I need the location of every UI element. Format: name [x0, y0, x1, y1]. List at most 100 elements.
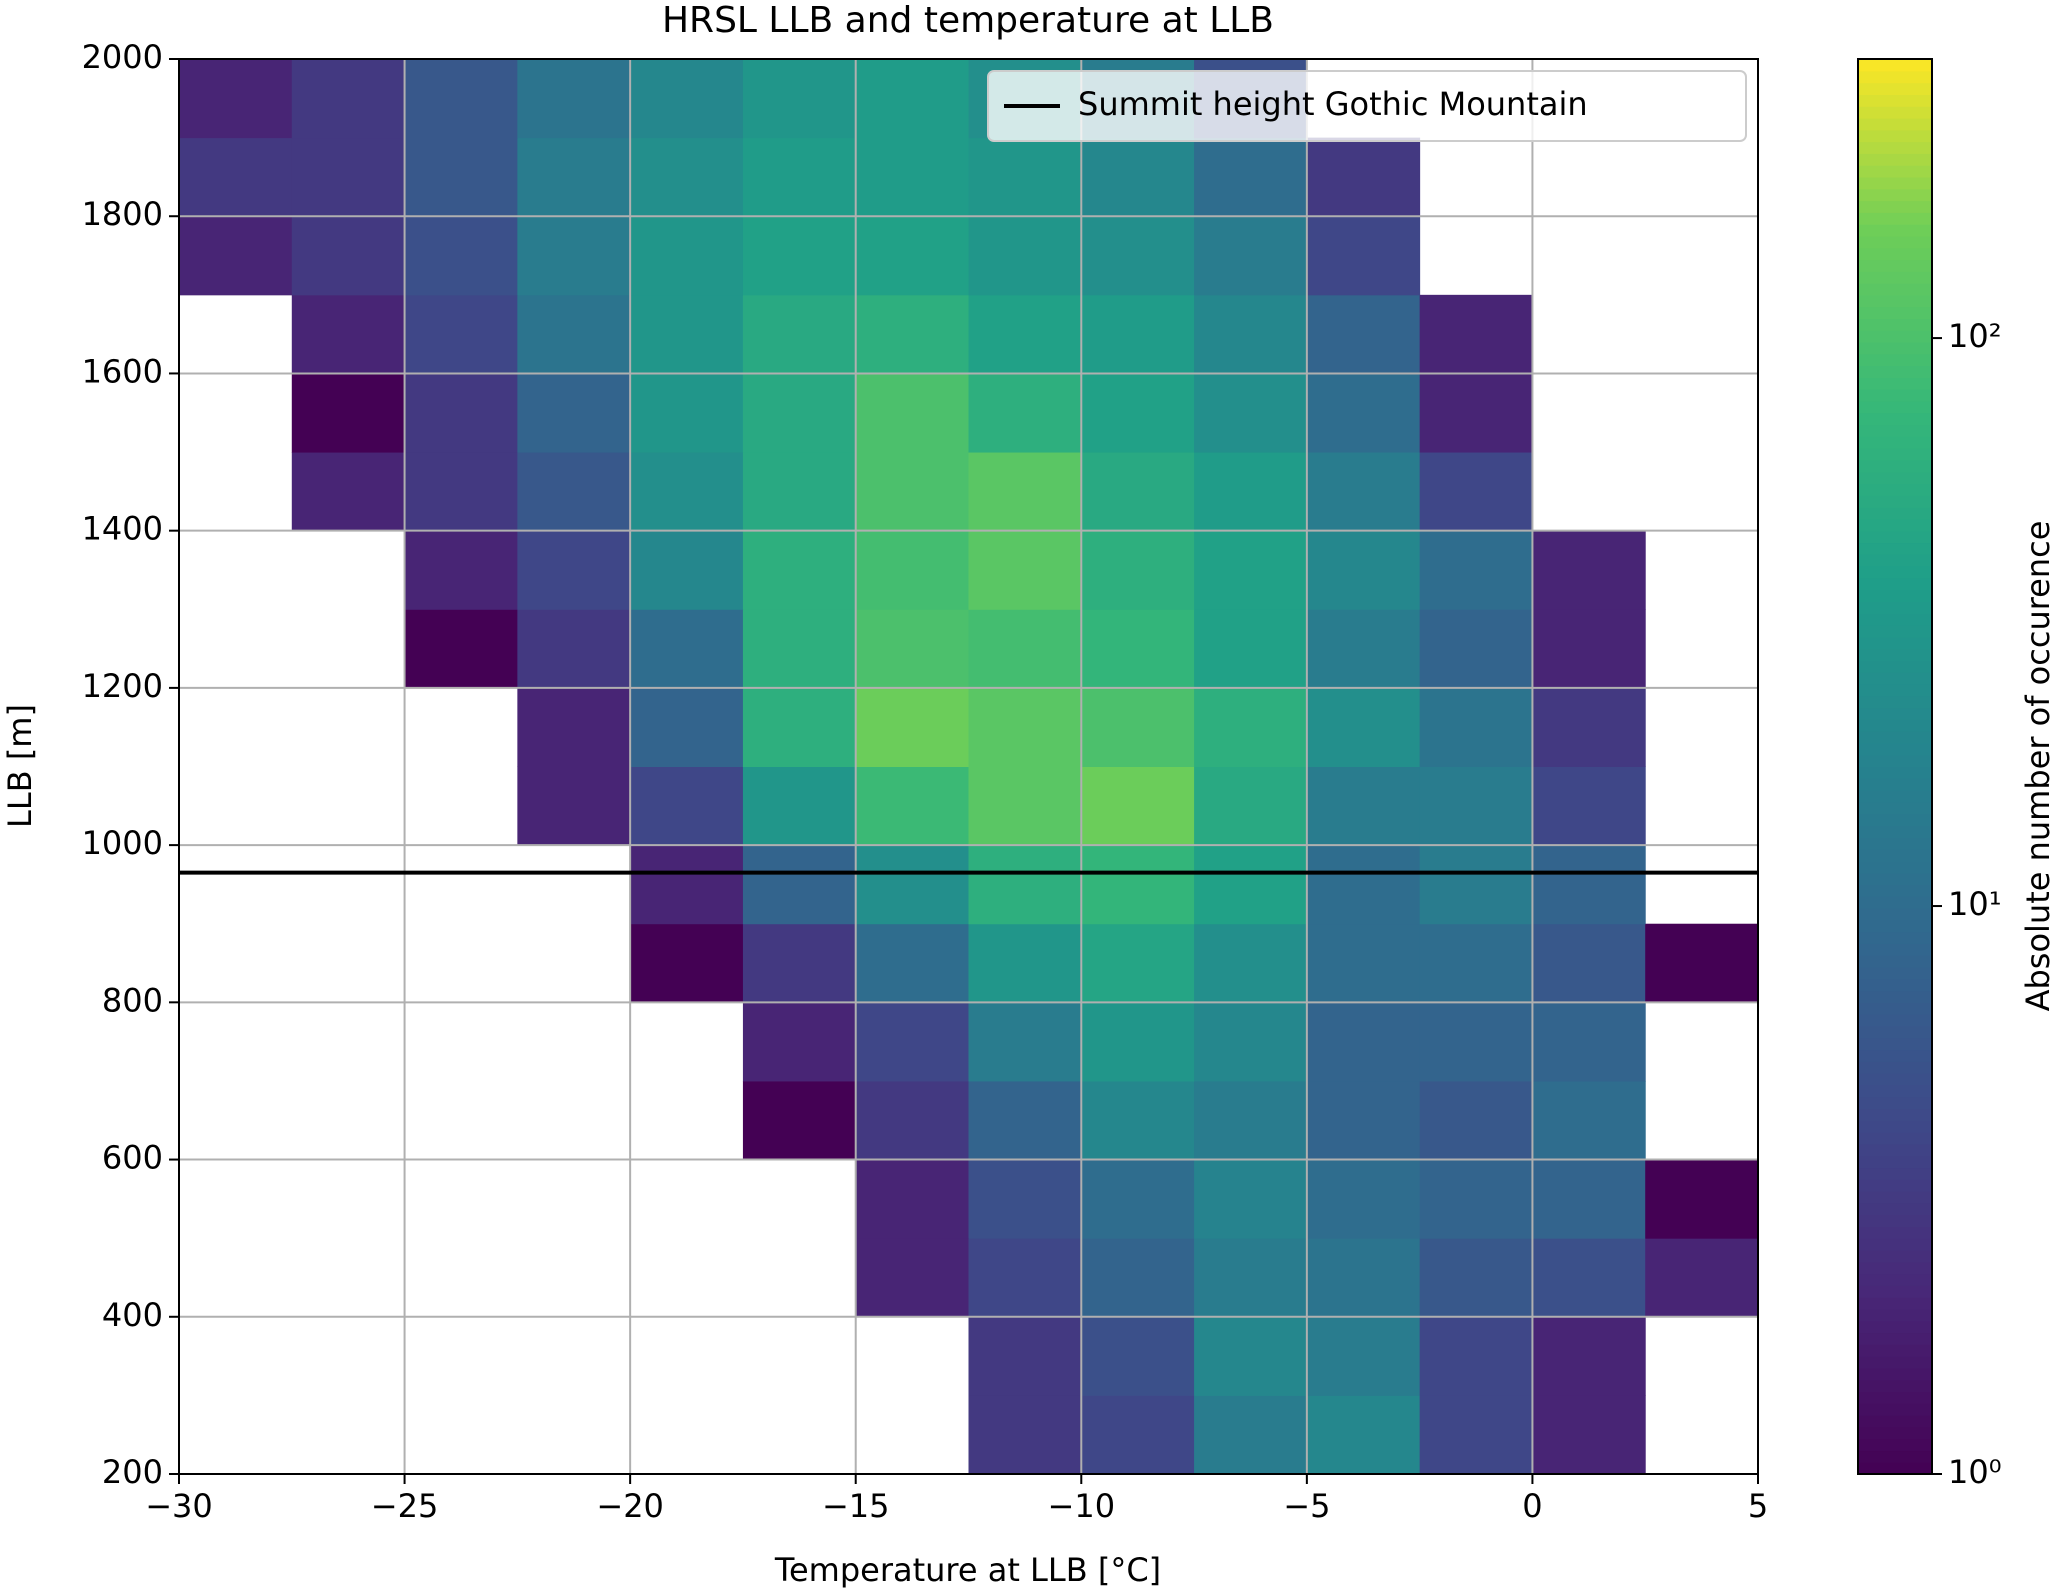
heatmap-cell: [1081, 923, 1195, 1003]
heatmap-cell: [1306, 1395, 1421, 1475]
heatmap-cell: [1194, 1395, 1308, 1475]
y-axis-label: LLB [m]: [1, 704, 39, 828]
heatmap-cell: [855, 609, 969, 689]
heatmap-cell: [1306, 1238, 1421, 1318]
heatmap-cell: [291, 137, 406, 217]
heatmap-cell: [517, 373, 631, 453]
heatmap-cell: [1081, 609, 1195, 689]
colorbar-frame: [1857, 58, 1933, 1475]
heatmap-cell: [855, 452, 969, 532]
heatmap-cell: [855, 59, 969, 139]
x-tick-label: −15: [822, 1487, 890, 1525]
heatmap-cell: [630, 609, 744, 689]
colorbar-segment: [1858, 507, 1932, 520]
colorbar-segment: [1858, 813, 1932, 827]
colorbar-segment: [1858, 436, 1932, 449]
colorbar-segment: [1858, 683, 1932, 697]
heatmap-cell: [1306, 530, 1421, 610]
heatmap-cell: [1081, 1159, 1195, 1239]
colorbar-segment: [1858, 1226, 1932, 1239]
heatmap-cell: [1645, 923, 1759, 1003]
colorbar-segment: [1858, 837, 1932, 850]
colorbar-segment: [1858, 672, 1932, 685]
y-tick-label: 1800: [82, 195, 163, 233]
x-tick-label: 5: [1748, 1487, 1768, 1525]
heatmap-cell: [1532, 1395, 1646, 1475]
heatmap-cell: [1306, 687, 1421, 767]
colorbar-segment: [1858, 966, 1932, 980]
colorbar-segment: [1858, 1037, 1932, 1051]
heatmap-cell: [1194, 766, 1308, 846]
colorbar-segment: [1858, 1356, 1932, 1369]
colorbar-segment: [1858, 1084, 1932, 1098]
colorbar-segment: [1858, 1332, 1932, 1345]
colorbar-segment: [1858, 872, 1932, 886]
colorbar-segment: [1858, 1025, 1932, 1039]
heatmap-cell: [855, 137, 969, 217]
colorbar-segment: [1858, 566, 1932, 579]
heatmap-cell: [1306, 1002, 1421, 1082]
colorbar-segment: [1858, 1073, 1932, 1086]
colorbar-segment: [1858, 860, 1932, 874]
colorbar-segment: [1858, 365, 1932, 378]
heatmap-cell: [1194, 609, 1308, 689]
heatmap-cell: [404, 373, 518, 453]
heatmap-cell: [404, 59, 518, 139]
colorbar-segment: [1858, 176, 1932, 190]
colorbar-segment: [1858, 1202, 1932, 1216]
heatmap-cell: [1194, 845, 1308, 925]
colorbar-segment: [1858, 212, 1932, 225]
heatmap-cell: [1306, 845, 1421, 925]
colorbar-segment: [1858, 377, 1932, 390]
colorbar-segment: [1858, 625, 1932, 638]
colorbar-segment: [1858, 294, 1932, 308]
heatmap-cell: [1419, 845, 1533, 925]
heatmap-cell: [968, 294, 1082, 374]
heatmap-cell: [1419, 1238, 1533, 1318]
colorbar-segment: [1858, 530, 1932, 544]
colorbar-segment: [1858, 766, 1932, 779]
x-tick-label: −5: [1283, 1487, 1330, 1525]
colorbar-segment: [1858, 235, 1932, 249]
colorbar-segment: [1858, 82, 1932, 95]
colorbar-segment: [1858, 542, 1932, 555]
heatmap-cell: [1194, 923, 1308, 1003]
heatmap-cell: [630, 923, 744, 1003]
colorbar-segment: [1858, 1415, 1932, 1428]
heatmap-cell: [1419, 452, 1533, 532]
colorbar-segment: [1858, 1167, 1932, 1180]
heatmap-cell: [1081, 530, 1195, 610]
heatmap-cell: [1081, 766, 1195, 846]
colorbar-segment: [1858, 141, 1932, 154]
colorbar-segment: [1858, 1002, 1932, 1015]
heatmap-cell: [855, 687, 969, 767]
colorbar-segment: [1858, 1214, 1932, 1227]
colorbar-segment: [1858, 342, 1932, 355]
x-tick-label: −20: [596, 1487, 664, 1525]
heatmap-cell: [968, 1002, 1082, 1082]
heatmap-cell: [1081, 216, 1195, 296]
y-tick-label: 1000: [82, 824, 163, 862]
heatmap-cell: [1194, 373, 1308, 453]
heatmap-cell: [742, 373, 857, 453]
colorbar-segment: [1858, 471, 1932, 485]
colorbar-segment: [1858, 896, 1932, 909]
colorbar-segment: [1858, 200, 1932, 213]
colorbar-segment: [1858, 577, 1932, 591]
heatmap-cell: [517, 452, 631, 532]
heatmap-cell: [855, 1080, 969, 1161]
colorbar-segment: [1858, 330, 1932, 343]
heatmap-cell: [291, 373, 406, 453]
heatmap-cell: [630, 294, 744, 374]
colorbar-tick-label: 10¹: [1948, 885, 2002, 923]
heatmap-cell: [855, 373, 969, 453]
heatmap-cell: [1419, 1316, 1533, 1396]
heatmap-cell: [742, 923, 857, 1003]
heatmap-cell: [1645, 1238, 1759, 1318]
heatmap-cell: [1532, 687, 1646, 767]
heatmap-cell: [404, 294, 518, 374]
colorbar-segment: [1858, 1391, 1932, 1404]
heatmap-cell: [1645, 1159, 1759, 1239]
heatmap-cell: [968, 1316, 1082, 1396]
